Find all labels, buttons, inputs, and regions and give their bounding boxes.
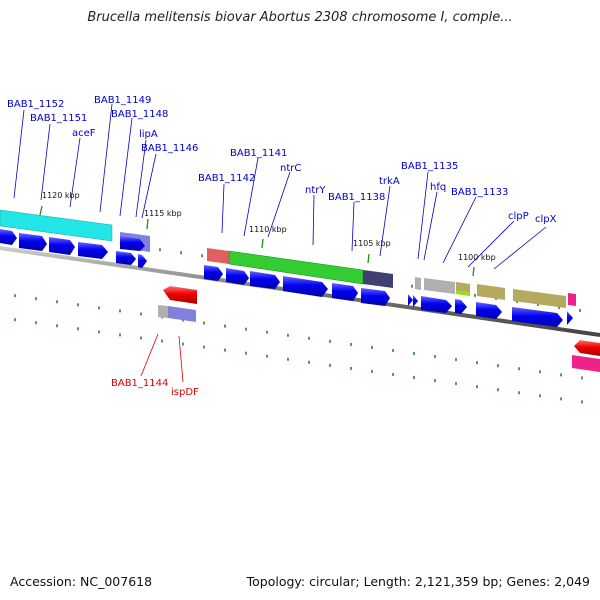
gene-label: ntrC [280,163,301,174]
gene-arrow-forward [250,271,280,289]
gene-label: BAB1_1135 [401,161,458,172]
tick-label: 1120 kbp [42,191,80,200]
gene-arrow-forward [283,276,328,297]
gene-arrow-forward [408,294,413,306]
gene-arrow-forward [361,288,390,306]
tick-label: 1105 kbp [353,239,391,248]
cog-bar [207,248,229,264]
cog-bar [363,270,393,288]
gene-label: clpP [508,211,529,222]
cog-bar [158,305,168,318]
gene-label: aceF [72,128,96,139]
genome-summary: Topology: circular; Length: 2,121,359 bp… [246,574,590,589]
reverse-genes [163,286,600,356]
cog-bar [0,209,113,242]
map-title: Brucella melitensis biovar Abortus 2308 … [87,10,513,25]
cog-bar [513,289,566,308]
gene-label: BAB1_1142 [198,173,255,184]
gene-arrow-reverse [574,340,600,356]
gene-label: BAB1_1149 [94,95,151,106]
cog-bar [572,355,600,372]
gene-arrow-forward [226,268,249,285]
cog-bar [424,278,455,294]
gene-label: hfq [430,182,446,193]
cog-bar [415,277,421,290]
gene-labels-reverse: BAB1_1144 ispDF [111,378,199,398]
gene-arrow-forward [204,265,223,281]
gene-arrow-forward [455,299,467,314]
gene-arrow-forward [116,251,136,265]
gene-label: ntrY [305,185,326,196]
tick-label: 1100 kbp [458,253,496,262]
gene-label: BAB1_1144 [111,378,168,389]
gene-arrow-reverse [163,286,197,304]
cog-bar [456,290,470,296]
leader-lines-reverse [140,333,184,383]
tick-label: 1115 kbp [144,209,182,218]
gene-label: clpX [535,214,557,225]
gene-arrow-forward [0,229,17,245]
cog-bars [0,209,600,372]
gene-arrow-forward [120,236,145,251]
gene-arrow-forward [78,242,108,259]
gene-label: ispDF [171,387,199,398]
gene-labels-forward: BAB1_1152 BAB1_1151 aceF BAB1_1149 BAB1_… [7,95,557,225]
gene-arrow-forward [138,254,147,268]
gene-arrow-forward [19,233,47,251]
gene-label: BAB1_1148 [111,109,168,120]
gene-label: BAB1_1141 [230,148,287,159]
cog-bar [168,306,196,322]
forward-genes [0,229,573,327]
gene-label: BAB1_1152 [7,99,64,110]
gene-arrow-forward [413,295,418,307]
gene-label: BAB1_1146 [141,143,198,154]
gene-label: BAB1_1138 [328,192,385,203]
gene-arrow-forward [476,302,502,319]
gene-label: BAB1_1151 [30,113,87,124]
leader-lines [13,103,547,270]
gene-arrow-forward [332,283,358,301]
gene-arrow-forward [421,296,452,313]
gene-label: trkA [379,176,400,187]
cog-bar [477,284,505,300]
cog-bar [568,293,576,306]
gene-arrow-forward [512,307,563,327]
gene-arrow-forward [567,311,573,325]
tick-label: 1110 kbp [249,225,287,234]
gene-label: lipA [139,129,158,140]
gene-arrow-forward [49,237,75,255]
accession-label: Accession: NC_007618 [10,574,153,589]
position-ticks: 1120 kbp 1115 kbp 1110 kbp 1105 kbp 1100… [39,191,496,277]
gene-label: BAB1_1133 [451,187,508,198]
